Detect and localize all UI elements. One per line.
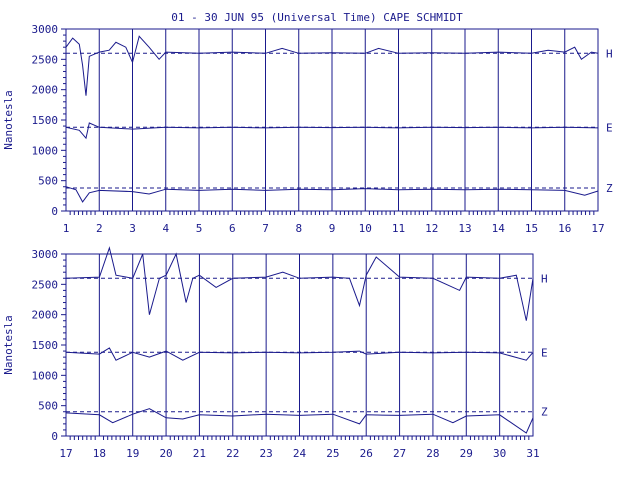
series-line-e xyxy=(65,122,599,140)
y-tick-label: 2000 xyxy=(32,84,59,97)
x-tick-label: 8 xyxy=(295,222,302,235)
x-tick-label: 28 xyxy=(426,447,439,460)
y-axis-label: Nanotesla xyxy=(2,90,15,150)
y-tick-label: 0 xyxy=(51,205,58,218)
y-tick-label: 500 xyxy=(38,400,58,413)
x-tick-label: 9 xyxy=(329,222,336,235)
y-tick-label: 2500 xyxy=(32,278,59,291)
y-axis-label: Nanotesla xyxy=(2,315,15,375)
x-tick-label: 7 xyxy=(262,222,269,235)
series-line-z xyxy=(65,186,599,203)
x-tick-label: 24 xyxy=(293,447,307,460)
y-tick-label: 3000 xyxy=(32,23,59,36)
x-tick-label: 4 xyxy=(162,222,169,235)
x-tick-label: 21 xyxy=(193,447,206,460)
x-tick-label: 31 xyxy=(526,447,539,460)
series-label-h: H xyxy=(541,272,548,285)
x-tick-label: 3 xyxy=(129,222,136,235)
series-label-h: H xyxy=(606,47,613,60)
x-tick-label: 22 xyxy=(226,447,239,460)
series-label-e: E xyxy=(541,346,548,359)
y-tick-label: 2500 xyxy=(32,53,59,66)
x-tick-label: 5 xyxy=(196,222,203,235)
x-tick-label: 12 xyxy=(425,222,438,235)
x-tick-label: 15 xyxy=(525,222,538,235)
y-tick-label: 1500 xyxy=(32,339,59,352)
series-line-z xyxy=(65,408,534,434)
series-label-z: Z xyxy=(541,406,548,419)
x-tick-label: 30 xyxy=(493,447,506,460)
chart-title: 01 - 30 JUN 95 (Universal Time) CAPE SCH… xyxy=(171,11,463,24)
x-tick-label: 17 xyxy=(59,447,72,460)
x-tick-label: 14 xyxy=(492,222,506,235)
x-tick-label: 10 xyxy=(359,222,372,235)
x-tick-label: 26 xyxy=(360,447,373,460)
panel-top: 1 2 3 4 5 6 7 8 9 10 11 12 13 14 15 16 17050010001500200… xyxy=(2,23,613,235)
x-tick-label: 19 xyxy=(126,447,139,460)
x-tick-label: 16 xyxy=(558,222,571,235)
x-tick-label: 13 xyxy=(458,222,471,235)
x-tick-label: 23 xyxy=(260,447,273,460)
series-line-h xyxy=(65,246,534,321)
x-tick-label: 2 xyxy=(96,222,103,235)
y-tick-label: 1000 xyxy=(32,369,59,382)
series-line-h xyxy=(65,35,599,96)
y-tick-label: 3000 xyxy=(32,248,59,261)
series-line-e xyxy=(65,347,534,361)
x-tick-label: 25 xyxy=(326,447,339,460)
y-tick-label: 500 xyxy=(38,175,58,188)
y-tick-label: 0 xyxy=(51,430,58,443)
series-label-z: Z xyxy=(606,182,613,195)
y-tick-label: 1000 xyxy=(32,144,59,157)
y-tick-label: 1500 xyxy=(32,114,59,127)
x-tick-label: 17 xyxy=(591,222,604,235)
x-tick-label: 20 xyxy=(159,447,172,460)
x-tick-label: 18 xyxy=(93,447,106,460)
x-tick-label: 6 xyxy=(229,222,236,235)
x-tick-label: 27 xyxy=(393,447,406,460)
y-tick-label: 2000 xyxy=(32,309,59,322)
series-label-e: E xyxy=(606,121,613,134)
x-tick-label: 1 xyxy=(63,222,70,235)
panel-bottom: 17 18 19 20 21 22 23 24 25 26 27 28 29 30 31 0 500 1000 15… xyxy=(2,246,548,460)
x-tick-label: 11 xyxy=(392,222,405,235)
x-tick-label: 29 xyxy=(460,447,473,460)
